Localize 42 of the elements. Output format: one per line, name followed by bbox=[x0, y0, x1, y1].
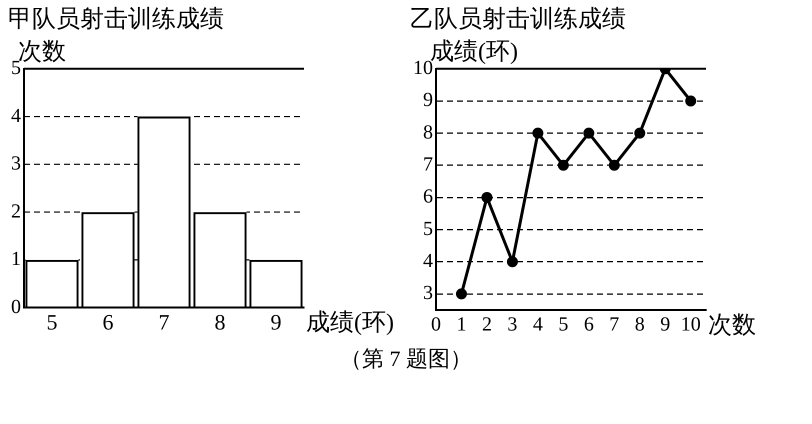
chart-title: 甲队员射击训练成绩 bbox=[8, 6, 224, 33]
x-tick-label: 7 bbox=[158, 310, 170, 335]
y-tick-label: 7 bbox=[423, 154, 433, 176]
x-tick-label: 3 bbox=[507, 313, 518, 336]
y-tick-label: 3 bbox=[423, 282, 433, 304]
point bbox=[558, 160, 569, 171]
point bbox=[506, 256, 518, 268]
y-tick-label: 1 bbox=[11, 248, 21, 270]
x-axis-title: 次数 bbox=[708, 312, 756, 338]
x-tick-label: 7 bbox=[609, 313, 620, 336]
point bbox=[685, 95, 696, 106]
y-tick-label: 0 bbox=[11, 296, 21, 318]
y-tick-label: 2 bbox=[11, 200, 21, 222]
y-tick-label: 3 bbox=[11, 152, 21, 175]
y-tick-label: 9 bbox=[423, 89, 433, 112]
point bbox=[634, 128, 646, 139]
y-tick-label: 8 bbox=[423, 121, 433, 144]
x-tick-label: 9 bbox=[660, 313, 670, 336]
chart-title: 乙队员射击训练成绩 bbox=[410, 6, 626, 33]
x-tick-label: 10 bbox=[680, 313, 701, 336]
x-tick-label: 9 bbox=[270, 310, 282, 335]
point bbox=[532, 128, 544, 139]
point bbox=[608, 160, 620, 171]
x-tick-label: 8 bbox=[214, 310, 226, 335]
y-tick-label: 4 bbox=[423, 250, 433, 272]
point bbox=[481, 192, 492, 203]
y-tick-label: 6 bbox=[423, 186, 433, 208]
x-tick-label: 2 bbox=[482, 313, 492, 336]
x-tick-label: 5 bbox=[46, 310, 58, 335]
point bbox=[456, 288, 467, 300]
x-axis-title: 成绩(环) bbox=[306, 310, 394, 336]
x-tick-label: 8 bbox=[634, 313, 645, 336]
text: （第 7 题图） bbox=[339, 345, 473, 373]
y-tick-label: 5 bbox=[423, 218, 433, 240]
y-axis-title: 次数 bbox=[18, 39, 66, 66]
x-tick-label: 6 bbox=[102, 310, 114, 335]
x-tick-label: 1 bbox=[456, 313, 466, 336]
x-tick-label: 6 bbox=[584, 313, 594, 336]
y-tick-label: 4 bbox=[11, 104, 21, 127]
x-tick-label: 4 bbox=[532, 313, 543, 336]
x-tick-label: 5 bbox=[558, 313, 568, 336]
point bbox=[583, 128, 594, 139]
